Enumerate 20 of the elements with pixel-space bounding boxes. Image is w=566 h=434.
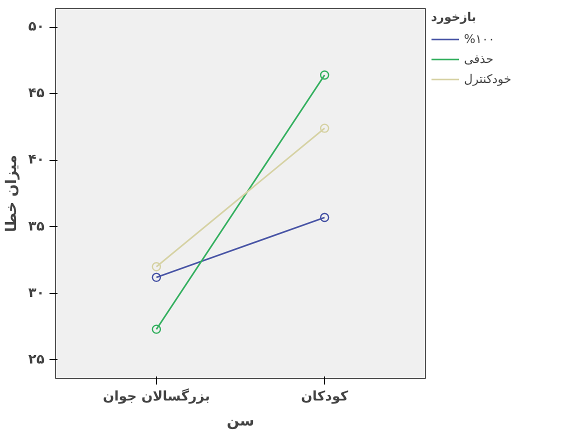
x-axis-title: سن: [226, 412, 254, 430]
point: [320, 212, 330, 222]
y-tick-label: ۳۵: [28, 219, 45, 234]
legend-label: خودکنترل: [464, 72, 512, 86]
y-tick-label: ۵۰: [28, 20, 45, 35]
y-tick-label: ۳۰: [28, 286, 45, 301]
legend-label: حذفی: [464, 52, 494, 66]
x-tick-label: کودکان: [301, 390, 348, 404]
point: [320, 124, 330, 133]
point: [152, 262, 162, 272]
y-axis-title: میزان خطا: [3, 154, 20, 232]
point: [152, 272, 162, 282]
y-tick-label: ۲۵: [28, 352, 45, 368]
legend-label: %۱۰۰: [464, 32, 495, 46]
point: [320, 70, 330, 80]
x-tick-label: بزرگسالان جوان: [102, 388, 210, 404]
y-tick-label: ۴۵: [28, 86, 45, 102]
point: [152, 324, 162, 334]
y-tick-label: ۴۰: [28, 152, 45, 168]
legend-title: بازخورد: [431, 10, 478, 24]
